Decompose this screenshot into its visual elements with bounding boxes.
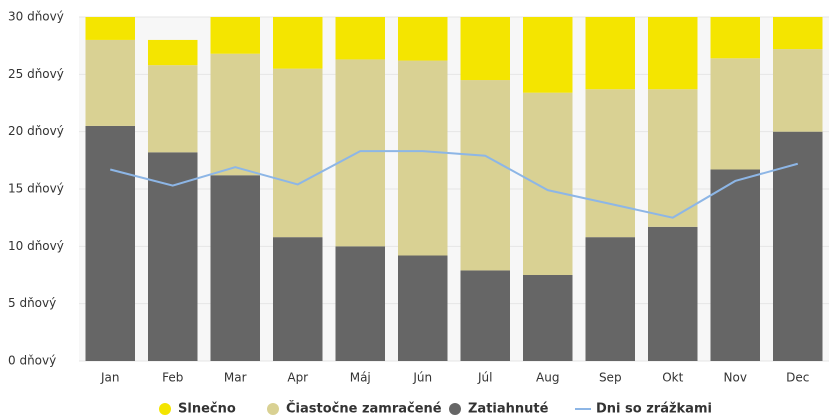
y-tick-label: 0 dňový <box>8 354 56 368</box>
bar-segment <box>648 89 698 227</box>
bar-segment <box>85 39 135 126</box>
legend-label: Slnečno <box>178 402 236 417</box>
legend-symbol <box>159 403 171 415</box>
x-tick-label: Jún <box>412 371 432 385</box>
bar-segment <box>710 17 760 59</box>
y-tick-label: 10 dňový <box>8 239 64 253</box>
bar-segment <box>148 65 198 153</box>
x-tick-label: Dec <box>786 371 809 385</box>
x-tick-label: Okt <box>662 371 683 385</box>
bar-segment <box>85 17 135 40</box>
bars <box>85 17 823 361</box>
x-tick-label: Nov <box>724 371 747 385</box>
bar-segment <box>398 255 448 361</box>
bar-segment <box>710 169 760 361</box>
x-tick-label: Júl <box>477 371 492 385</box>
labels: 0 dňový 5 dňový 10 dňový 15 dňový 20 dňový 25… <box>8 10 809 385</box>
bar-segment <box>210 17 260 54</box>
legend: Slnečno Čiastočne zamračené Zatiahnuté Dni … <box>159 401 712 417</box>
bar-segment <box>523 17 573 93</box>
bar-segment <box>398 60 448 256</box>
bar-segment <box>710 58 760 170</box>
bar-segment <box>460 80 510 271</box>
bar-segment <box>460 270 510 361</box>
x-tick-label: Apr <box>287 371 308 385</box>
bar-segment <box>210 175 260 361</box>
bar-segment <box>648 226 698 361</box>
bar-segment <box>273 17 323 69</box>
bar-segment <box>398 17 448 61</box>
bar-segment <box>585 89 635 238</box>
x-tick-label: Aug <box>536 371 559 385</box>
y-tick-label: 15 dňový <box>8 182 64 196</box>
x-tick-label: Mar <box>224 371 247 385</box>
y-tick-label: 30 dňový <box>8 10 64 24</box>
x-tick-label: Sep <box>599 371 622 385</box>
x-tick-label: Máj <box>350 371 371 385</box>
bar-segment <box>210 53 260 176</box>
bar-segment <box>523 92 573 276</box>
bar-segment <box>335 17 385 60</box>
x-tick-label: Jan <box>100 371 120 385</box>
bar-segment <box>335 59 385 247</box>
y-tick-label: 20 dňový <box>8 124 64 138</box>
bar-segment <box>460 17 510 81</box>
bar-segment <box>585 17 635 90</box>
bar-segment <box>148 39 198 66</box>
y-tick-label: 25 dňový <box>8 67 64 81</box>
bar-segment <box>273 68 323 238</box>
bar-segment <box>585 237 635 361</box>
bar-segment <box>648 17 698 90</box>
bar-segment <box>773 17 823 50</box>
bar-segment <box>335 246 385 361</box>
legend-symbol <box>267 403 279 415</box>
bar-segment <box>523 275 573 361</box>
bar-segment <box>148 152 198 361</box>
legend-label: Zatiahnuté <box>468 402 549 417</box>
grid <box>79 16 829 362</box>
line-series <box>110 150 799 219</box>
lines <box>110 150 799 219</box>
bar-segment <box>273 237 323 361</box>
bar-segment <box>85 125 135 361</box>
bar-segment <box>773 49 823 132</box>
bar-segment <box>773 131 823 361</box>
y-tick-label: 5 dňový <box>8 296 56 310</box>
legend-label: Čiastočne zamračené <box>286 401 442 417</box>
legend-symbol <box>449 403 461 415</box>
x-tick-label: Feb <box>162 371 183 385</box>
legend-label: Dni so zrážkami <box>596 402 712 417</box>
